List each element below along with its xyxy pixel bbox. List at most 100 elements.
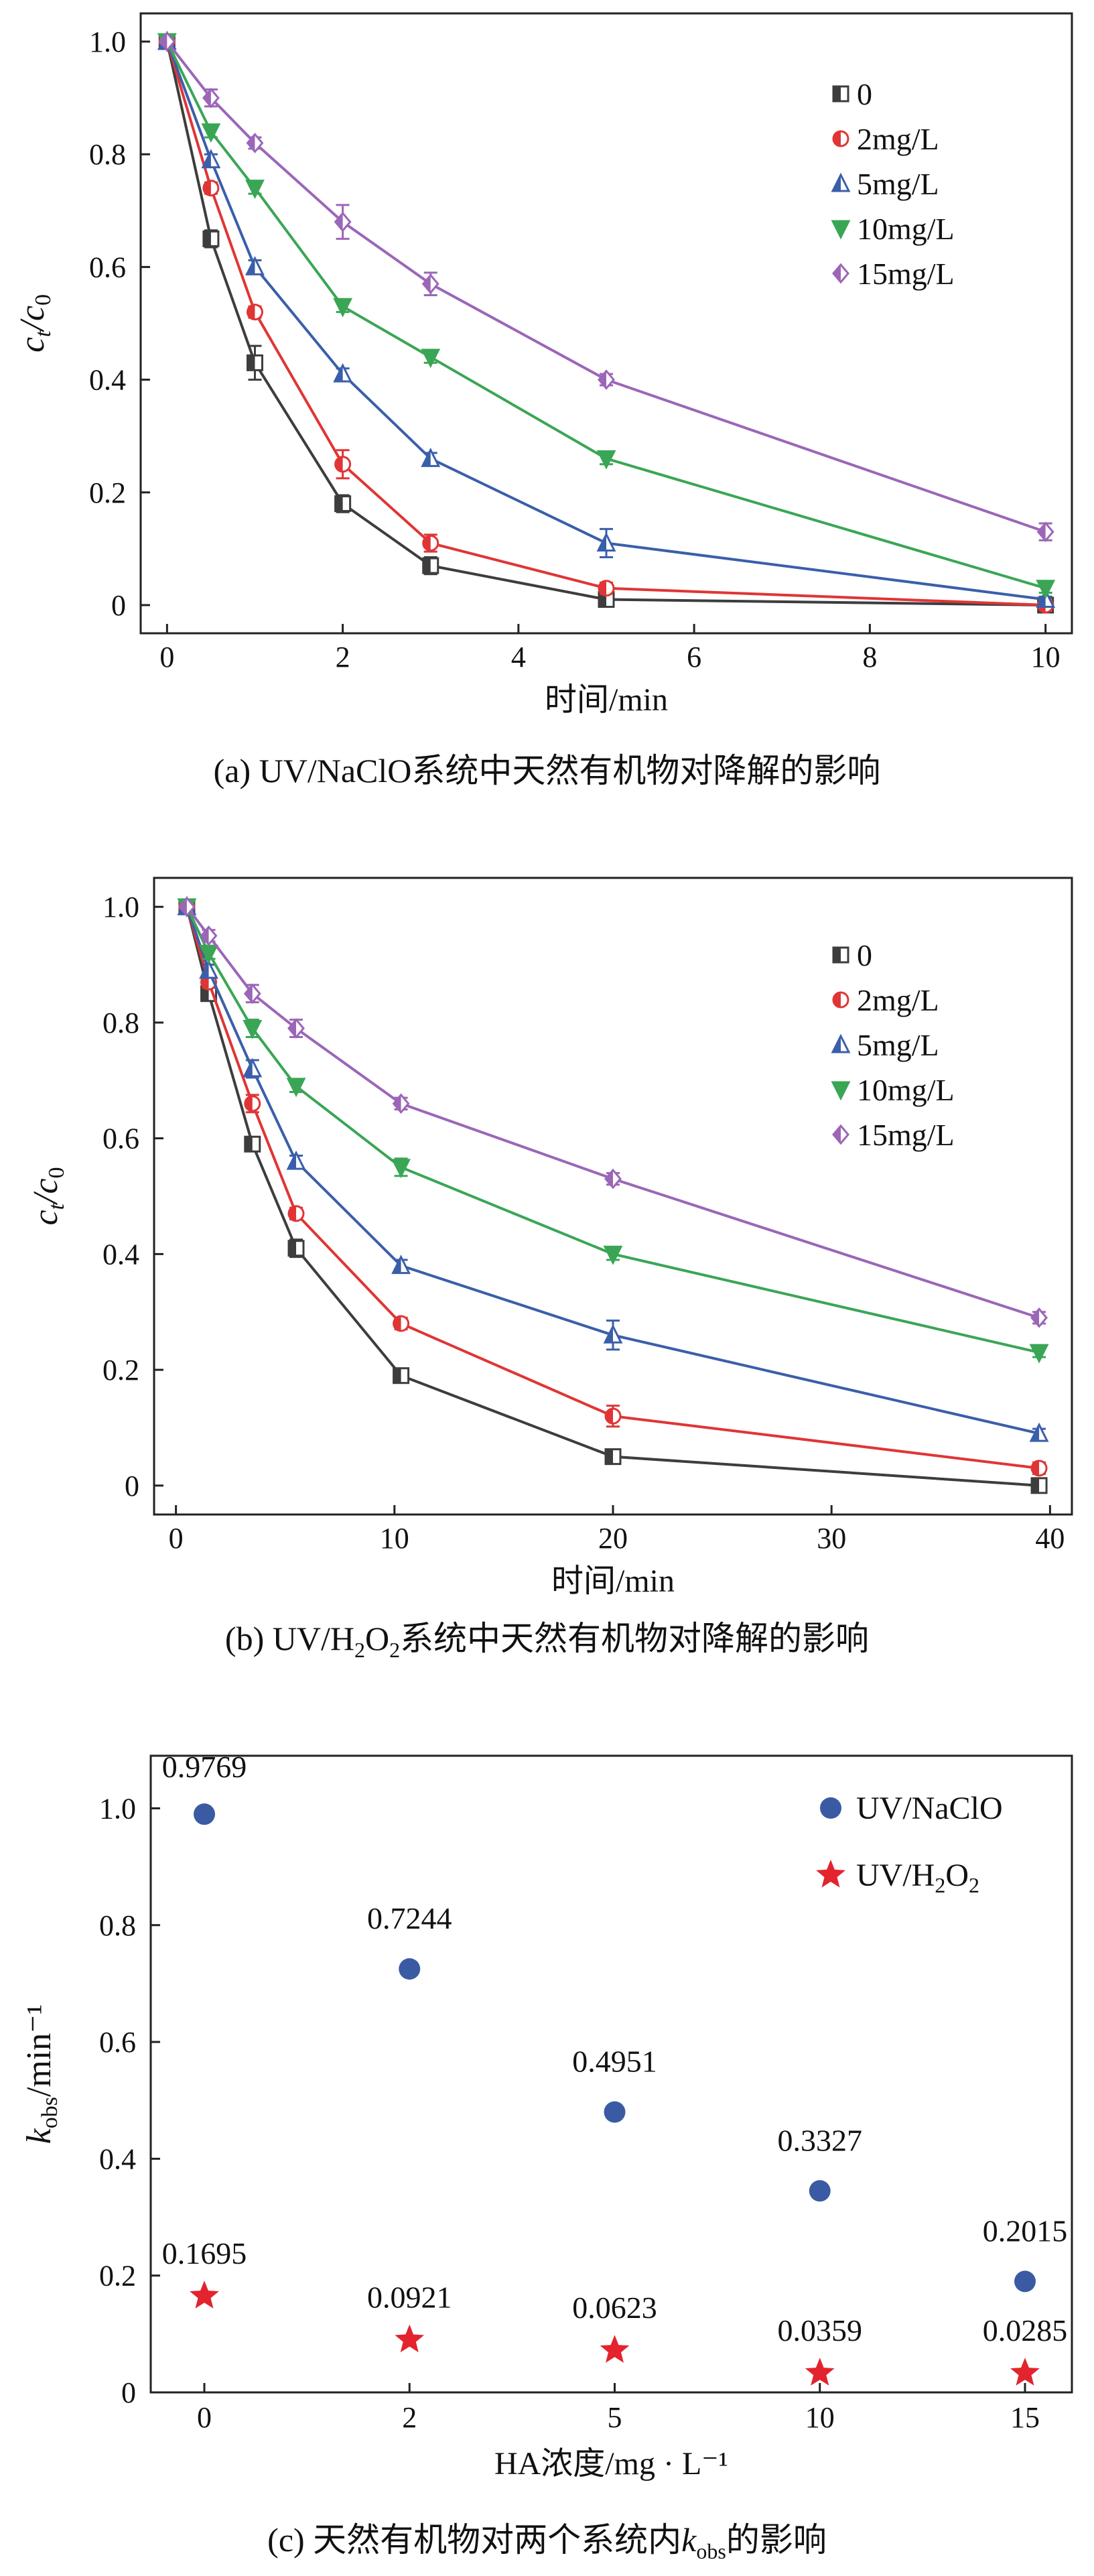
series-h2o2 — [190, 2280, 1040, 2386]
data-label: 0.0623 — [572, 2291, 657, 2325]
data-point — [243, 983, 261, 1005]
data-point — [286, 1150, 306, 1170]
series-4 — [178, 896, 1048, 1328]
x-tick-label: 0 — [169, 1522, 184, 1555]
data-point — [392, 1093, 410, 1114]
x-tick-label: 6 — [687, 641, 701, 673]
x-tick-label: 10 — [380, 1522, 409, 1555]
data-point — [245, 256, 265, 275]
series-0 — [178, 898, 1048, 1494]
series-1 — [158, 33, 1054, 614]
data-label: 0.0285 — [983, 2313, 1068, 2347]
legend-marker — [820, 1797, 841, 1819]
data-label: 0.4951 — [572, 2045, 657, 2079]
data-point — [604, 1168, 622, 1189]
series-nacl — [194, 1803, 1036, 2293]
legend-label: 10mg/L — [857, 1073, 955, 1107]
data-point — [1030, 1460, 1048, 1477]
x-tick-label: 0 — [197, 2401, 212, 2434]
y-tick-label: 0.2 — [102, 1354, 139, 1387]
x-axis-label: HA浓度/mg · L⁻¹ — [494, 2446, 728, 2482]
data-point — [604, 2101, 626, 2123]
data-point — [603, 1324, 623, 1344]
data-point — [334, 456, 352, 473]
legend-marker — [832, 85, 849, 103]
data-point — [190, 2280, 219, 2309]
legend-label: 15mg/L — [857, 1118, 955, 1152]
legend-label: 10mg/L — [857, 212, 955, 246]
y-tick-label: 1.0 — [102, 891, 139, 923]
data-point — [422, 557, 439, 574]
data-point — [596, 532, 616, 552]
data-point — [600, 2335, 630, 2363]
x-axis-label: 时间/min — [545, 682, 668, 718]
plot-frame — [139, 12, 1073, 635]
data-point — [596, 450, 616, 470]
labels-nacl: 0.9769 0.7244 0.4951 0.3327 0.2015 — [162, 1750, 1068, 2248]
data-point — [399, 1958, 421, 1980]
data-point — [809, 2180, 831, 2202]
data-label: 0.0359 — [778, 2313, 863, 2347]
legend: 0 2mg/L 5mg/L 10mg/L 15mg/L — [831, 938, 955, 1152]
data-point — [422, 534, 439, 552]
legend-label: 15mg/L — [857, 257, 955, 291]
data-point — [178, 896, 196, 917]
y-tick-label: 1.0 — [99, 1792, 136, 1825]
x-tick-label: 8 — [862, 641, 877, 673]
data-point — [287, 1205, 305, 1222]
data-point — [391, 1159, 411, 1179]
plot-frame — [149, 1754, 1073, 2394]
x-tick-label: 20 — [598, 1522, 628, 1555]
data-label: 0.7244 — [367, 1901, 452, 1935]
legend-label: 5mg/L — [857, 1028, 939, 1062]
y-tick-label: 0.4 — [99, 2142, 136, 2175]
data-point — [243, 1020, 263, 1039]
plot-border — [139, 12, 1073, 635]
y-tick-label: 0.6 — [89, 251, 126, 283]
x-tick-label: 2 — [336, 641, 350, 673]
y-axis-label: ct/c0 — [13, 294, 56, 352]
y-tick-label: 0 — [121, 2376, 136, 2409]
plot-frame — [153, 877, 1073, 1516]
data-point — [246, 354, 263, 371]
data-point — [244, 1095, 261, 1112]
y-axis-label: ct/c0 — [27, 1167, 69, 1225]
data-point — [287, 1018, 305, 1039]
legend-label: 2mg/L — [857, 983, 939, 1017]
data-point — [395, 2324, 425, 2353]
x-tick-label: 10 — [1031, 641, 1061, 673]
x-tick-label: 10 — [805, 2401, 835, 2434]
chart-a-svg: 0 2 4 6 8 10 0 0.2 0.4 0.6 0.8 1.0 时间/min ct/c0 0 2mg/L… — [13, 12, 1073, 718]
y-tick-label: 0.8 — [99, 1909, 136, 1942]
data-point — [201, 123, 221, 143]
series-4 — [158, 31, 1054, 542]
legend-marker — [831, 220, 851, 240]
data-point — [603, 1245, 623, 1265]
y-axis-label: kobs/min⁻¹ — [20, 2004, 62, 2144]
data-point — [158, 31, 176, 52]
data-point — [202, 230, 220, 247]
panel-c: 0 2 5 10 15 0 0.2 0.4 0.6 0.8 1.0 HA浓度/mg · L⁻¹ kobs… — [0, 1729, 1094, 2576]
legend-marker — [832, 1124, 849, 1145]
legend-label: 0 — [857, 938, 872, 972]
legend-label: UV/H2O2 — [856, 1858, 979, 1897]
y-tick-label: 0 — [125, 1470, 139, 1502]
x-axis-label: 时间/min — [551, 1563, 675, 1599]
legend: UV/NaClO UV/H2O2 — [816, 1791, 1003, 1897]
x-tick-label: 15 — [1010, 2401, 1040, 2434]
legend-marker — [832, 946, 849, 964]
legend-marker — [816, 1860, 845, 1888]
data-point — [246, 133, 264, 153]
legend-marker — [831, 172, 851, 192]
data-point — [287, 1240, 305, 1257]
legend-label: 0 — [857, 77, 872, 111]
y-tick-label: 0.2 — [89, 476, 126, 509]
data-point — [1010, 2358, 1040, 2386]
data-label: 0.1695 — [162, 2236, 247, 2270]
data-point — [334, 495, 352, 513]
y-tick-label: 0.2 — [99, 2260, 136, 2293]
data-point — [1029, 1344, 1049, 1364]
legend-marker — [832, 263, 849, 284]
caption-b: (b) UV/H2O2系统中天然有机物对降解的影响 — [224, 1620, 870, 1662]
series-2 — [157, 30, 1056, 608]
